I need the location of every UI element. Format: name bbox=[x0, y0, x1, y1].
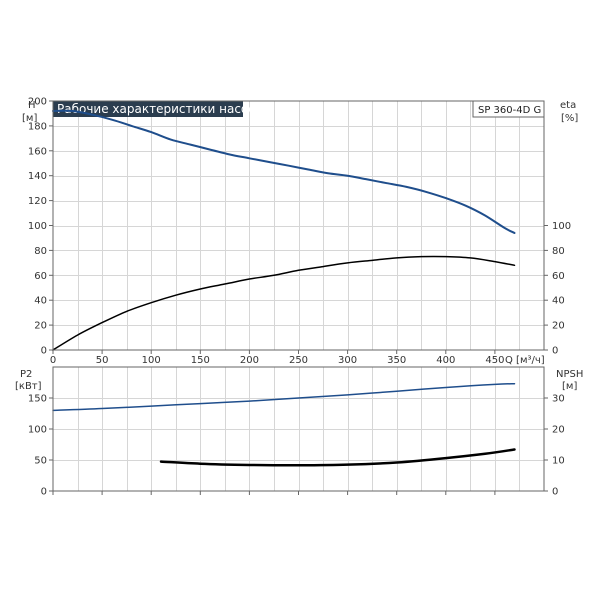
x-tick-label: 450 bbox=[485, 355, 504, 366]
x-tick-label: 0 bbox=[50, 355, 56, 366]
left-tick-label: 100 bbox=[28, 425, 47, 436]
series-line-1-1 bbox=[159, 448, 516, 467]
x-tick-label: 150 bbox=[191, 355, 210, 366]
left-tick-label: 50 bbox=[34, 456, 47, 467]
right-tick-label: 30 bbox=[552, 394, 565, 405]
x-tick-label: 350 bbox=[387, 355, 406, 366]
x-tick-label: 300 bbox=[338, 355, 357, 366]
x-axis-label: Q [м³/ч] bbox=[505, 355, 545, 366]
series-line-0-1 bbox=[52, 255, 516, 351]
curves bbox=[52, 109, 516, 467]
left-tick-label: 0 bbox=[41, 487, 47, 498]
bottom-left-axis-unit: [кВт] bbox=[15, 381, 42, 392]
right-tick-label: 80 bbox=[552, 246, 565, 257]
top-panel-grid bbox=[53, 101, 544, 350]
left-tick-label: 100 bbox=[28, 221, 47, 232]
tick-labels: 0204060801001201401601802000204060801000… bbox=[28, 97, 571, 498]
right-tick-label: 20 bbox=[552, 425, 565, 436]
series-line-0-0 bbox=[52, 109, 516, 234]
left-tick-label: 200 bbox=[28, 97, 47, 108]
top-right-axis-label: eta bbox=[560, 100, 576, 111]
left-tick-label: 140 bbox=[28, 171, 47, 182]
right-tick-label: 100 bbox=[552, 221, 571, 232]
right-tick-label: 40 bbox=[552, 296, 565, 307]
x-tick-label: 50 bbox=[96, 355, 109, 366]
left-tick-label: 150 bbox=[28, 394, 47, 405]
right-tick-label: 0 bbox=[552, 346, 558, 357]
bottom-panel-frame bbox=[52, 366, 545, 492]
right-tick-label: 60 bbox=[552, 271, 565, 282]
x-tick-label: 250 bbox=[289, 355, 308, 366]
right-tick-label: 0 bbox=[552, 487, 558, 498]
model-label: SP 360-4D G bbox=[478, 105, 541, 116]
series-line-1-0 bbox=[52, 382, 516, 412]
chart-title-background bbox=[53, 101, 243, 117]
left-tick-label: 80 bbox=[34, 246, 47, 257]
bottom-left-axis-label: P2 bbox=[20, 369, 32, 380]
x-tick-label: 100 bbox=[142, 355, 161, 366]
x-tick-label: 400 bbox=[436, 355, 455, 366]
left-tick-label: 0 bbox=[41, 346, 47, 357]
top-panel-frame bbox=[52, 100, 545, 351]
left-tick-label: 160 bbox=[28, 146, 47, 157]
left-tick-label: 20 bbox=[34, 321, 47, 332]
top-left-axis-label: H bbox=[28, 100, 36, 111]
left-tick-label: 120 bbox=[28, 196, 47, 207]
left-tick-label: 60 bbox=[34, 271, 47, 282]
chart-title: Рабочие характеристики насоса bbox=[57, 102, 262, 116]
right-tick-label: 20 bbox=[552, 321, 565, 332]
bottom-right-axis-label: NPSH bbox=[556, 369, 583, 380]
left-tick-label: 180 bbox=[28, 121, 47, 132]
left-tick-label: 40 bbox=[34, 296, 47, 307]
x-tick-label: 200 bbox=[240, 355, 259, 366]
bottom-right-axis-unit: [м] bbox=[562, 381, 577, 392]
right-tick-label: 10 bbox=[552, 456, 565, 467]
top-right-axis-unit: [%] bbox=[561, 113, 578, 124]
top-left-axis-unit: [м] bbox=[22, 113, 37, 124]
